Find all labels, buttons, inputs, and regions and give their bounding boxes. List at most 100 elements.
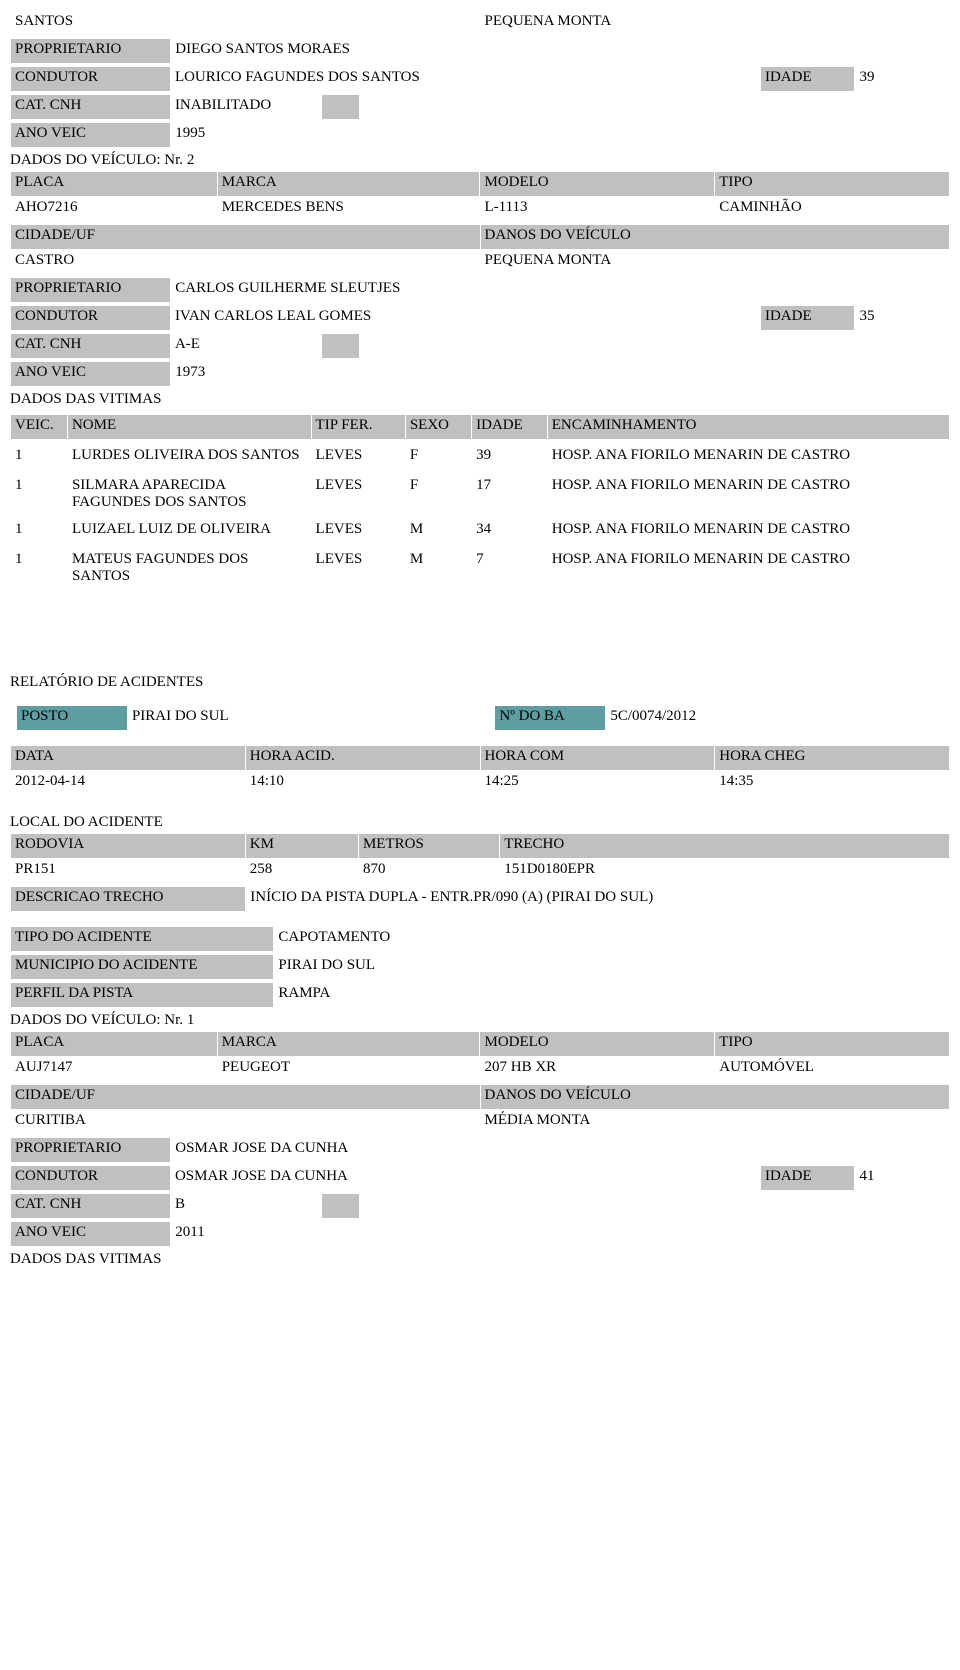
city-cell: SANTOS [11, 11, 480, 35]
vitima-enc: HOSP. ANA FIORILO MENARIN DE CASTRO [548, 549, 949, 587]
veic2-tipo: CAMINHÃO [715, 197, 949, 221]
perfil-pista-label: PERFIL DA PISTA [11, 983, 273, 1007]
vitima-sexo: F [406, 445, 471, 469]
damage-cell: PEQUENA MONTA [481, 11, 950, 35]
veic1-anoveic-row: ANO VEIC 2011 [10, 1221, 950, 1247]
catcnh-spacer [322, 1194, 359, 1218]
vitimas-header: VEIC. NOME TIP FER. SEXO IDADE ENCAMINHA… [10, 414, 950, 440]
veic2-catcnh-row: CAT. CNH A-E [10, 333, 950, 359]
veic1-tipo: AUTOMÓVEL [715, 1057, 949, 1081]
top-condutor-row: CONDUTOR LOURICO FAGUNDES DOS SANTOS IDA… [10, 66, 950, 92]
veic2-marca: MERCEDES BENS [218, 197, 480, 221]
vitima-sexo: M [406, 519, 471, 543]
modelo-label: MODELO [480, 1032, 714, 1056]
hora-acid-value: 14:10 [246, 771, 480, 795]
veic-label: VEIC. [11, 415, 67, 439]
dados-veiculo-nr2: DADOS DO VEÍCULO: Nr. 2 [10, 152, 950, 169]
dados-vitimas-title-2: DADOS DAS VITIMAS [10, 1251, 950, 1268]
vitima-row: 1LUIZAEL LUIZ DE OLIVEIRALEVESM34HOSP. A… [10, 518, 950, 544]
modelo-label: MODELO [480, 172, 714, 196]
descricao-trecho-label: DESCRICAO TRECHO [11, 887, 245, 911]
municipio-acidente-row: MUNICIPIO DO ACIDENTE PIRAI DO SUL [10, 954, 950, 980]
nba-label: Nº DO BA [495, 706, 605, 730]
sexo-label: SEXO [406, 415, 471, 439]
vitima-row: 1MATEUS FAGUNDES DOS SANTOSLEVESM7HOSP. … [10, 548, 950, 588]
top-anoveic-row: ANO VEIC 1995 [10, 122, 950, 148]
veic2-placa: AHO7216 [11, 197, 217, 221]
cidadeuf-label: CIDADE/UF [11, 1085, 480, 1109]
idade-label: IDADE [472, 415, 547, 439]
tipo-label: TIPO [715, 1032, 949, 1056]
veic2-catcnh: A-E [171, 334, 321, 358]
veic2-cidade-row: CIDADE/UF DANOS DO VEÍCULO CASTRO PEQUEN… [10, 224, 950, 275]
data-label: DATA [11, 746, 245, 770]
veic2-anoveic-row: ANO VEIC 1973 [10, 361, 950, 387]
nba-value: 5C/0074/2012 [606, 706, 936, 730]
vitima-idade: 34 [472, 519, 547, 543]
perfil-pista-value: RAMPA [274, 983, 949, 1007]
posto-label: POSTO [17, 706, 127, 730]
vitima-row: 1LURDES OLIVEIRA DOS SANTOSLEVESF39HOSP.… [10, 444, 950, 470]
hora-com-label: HORA COM [481, 746, 715, 770]
km-value: 258 [246, 859, 358, 883]
dados-veiculo-nr1: DADOS DO VEÍCULO: Nr. 1 [10, 1012, 950, 1029]
metros-label: METROS [359, 834, 499, 858]
veic2-proprietario-row: PROPRIETARIO CARLOS GUILHERME SLEUTJES [10, 277, 950, 303]
vitima-veic: 1 [11, 445, 67, 469]
vitima-veic: 1 [11, 475, 67, 513]
encaminhamento-label: ENCAMINHAMENTO [548, 415, 949, 439]
vitima-nome: MATEUS FAGUNDES DOS SANTOS [68, 549, 311, 587]
veic1-anoveic: 2011 [171, 1222, 949, 1246]
veic1-danos: MÉDIA MONTA [481, 1110, 950, 1134]
proprietario-label: PROPRIETARIO [11, 278, 170, 302]
descricao-trecho-row: DESCRICAO TRECHO INÍCIO DA PISTA DUPLA -… [10, 886, 950, 912]
vitima-tipfer: LEVES [312, 519, 405, 543]
proprietario-label: PROPRIETARIO [11, 39, 170, 63]
rodovia-value: PR151 [11, 859, 245, 883]
veic2-anoveic: 1973 [171, 362, 949, 386]
catcnh-label: CAT. CNH [11, 95, 170, 119]
veic1-modelo: 207 HB XR [480, 1057, 714, 1081]
anoveic-label: ANO VEIC [11, 123, 170, 147]
trecho-label: TRECHO [500, 834, 949, 858]
veic2-condutor: IVAN CARLOS LEAL GOMES [171, 306, 760, 330]
catcnh-value: INABILITADO [171, 95, 321, 119]
vitima-veic: 1 [11, 549, 67, 587]
catcnh-tail [360, 1194, 949, 1218]
anoveic-label: ANO VEIC [11, 1222, 170, 1246]
veic1-marca: PEUGEOT [218, 1057, 480, 1081]
tipo-acidente-value: CAPOTAMENTO [274, 927, 949, 951]
vitima-idade: 39 [472, 445, 547, 469]
tipo-label: TIPO [715, 172, 949, 196]
perfil-pista-row: PERFIL DA PISTA RAMPA [10, 982, 950, 1008]
vitima-sexo: M [406, 549, 471, 587]
hora-cheg-value: 14:35 [715, 771, 949, 795]
vitima-enc: HOSP. ANA FIORILO MENARIN DE CASTRO [548, 445, 949, 469]
catcnh-tail [360, 334, 949, 358]
marca-label: MARCA [218, 1032, 480, 1056]
posto-row: POSTO PIRAI DO SUL Nº DO BA 5C/0074/2012 [16, 705, 937, 731]
condutor-label: CONDUTOR [11, 1166, 170, 1190]
vitima-idade: 17 [472, 475, 547, 513]
hora-com-value: 14:25 [481, 771, 715, 795]
idade-value: 39 [855, 67, 949, 91]
veic1-proprietario: OSMAR JOSE DA CUNHA [171, 1138, 949, 1162]
veic1-cidade-row: CIDADE/UF DANOS DO VEÍCULO CURITIBA MÉDI… [10, 1084, 950, 1135]
condutor-value: LOURICO FAGUNDES DOS SANTOS [171, 67, 760, 91]
rodovia-table: RODOVIA KM METROS TRECHO PR151 258 870 1… [10, 833, 950, 884]
catcnh-spacer [322, 334, 359, 358]
veic2-condutor-row: CONDUTOR IVAN CARLOS LEAL GOMES IDADE 35 [10, 305, 950, 331]
posto-value: PIRAI DO SUL [128, 706, 494, 730]
vitima-nome: LURDES OLIVEIRA DOS SANTOS [68, 445, 311, 469]
municipio-acidente-label: MUNICIPIO DO ACIDENTE [11, 955, 273, 979]
placa-label: PLACA [11, 1032, 217, 1056]
veic2-header-row: PLACA MARCA MODELO TIPO AHO7216 MERCEDES… [10, 171, 950, 222]
vitima-tipfer: LEVES [312, 475, 405, 513]
proprietario-value: DIEGO SANTOS MORAES [171, 39, 949, 63]
danos-label: DANOS DO VEÍCULO [481, 1085, 950, 1109]
veic1-condutor: OSMAR JOSE DA CUNHA [171, 1166, 760, 1190]
top-proprietario-row: PROPRIETARIO DIEGO SANTOS MORAES [10, 38, 950, 64]
catcnh-label: CAT. CNH [11, 1194, 170, 1218]
vitima-nome: SILMARA APARECIDA FAGUNDES DOS SANTOS [68, 475, 311, 513]
anoveic-value: 1995 [171, 123, 949, 147]
